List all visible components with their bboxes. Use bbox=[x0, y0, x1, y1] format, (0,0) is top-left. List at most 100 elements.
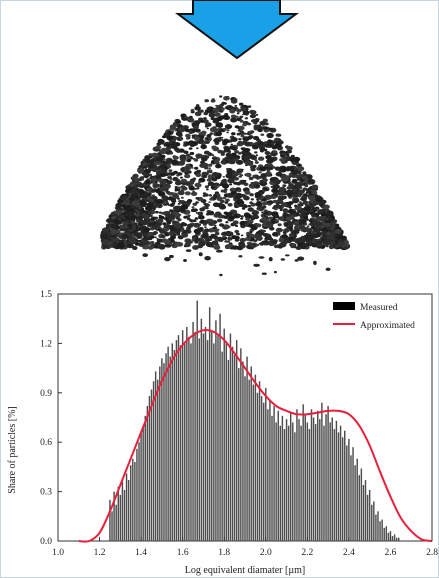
histogram-bar bbox=[398, 537, 400, 541]
histogram-bar bbox=[337, 432, 340, 541]
granule bbox=[288, 229, 291, 231]
granule bbox=[286, 150, 291, 154]
granule bbox=[245, 217, 251, 221]
granule bbox=[138, 183, 145, 188]
histogram-bar bbox=[213, 343, 215, 541]
granule bbox=[243, 195, 250, 201]
granule bbox=[326, 210, 334, 216]
granule bbox=[264, 194, 273, 200]
granule bbox=[195, 129, 199, 132]
granule bbox=[253, 243, 256, 246]
histogram-bar bbox=[352, 447, 354, 541]
x-tick-label: 2.0 bbox=[260, 548, 272, 558]
granule bbox=[239, 102, 244, 106]
granule bbox=[345, 245, 349, 249]
granule bbox=[251, 144, 259, 150]
granule bbox=[226, 167, 229, 170]
histogram-bar bbox=[204, 326, 207, 541]
granule bbox=[186, 223, 194, 228]
histogram-bar bbox=[393, 534, 396, 541]
histogram-bar bbox=[323, 425, 325, 541]
granule bbox=[165, 185, 170, 189]
granule bbox=[306, 234, 315, 241]
granule bbox=[240, 234, 244, 237]
stray-granule bbox=[185, 249, 192, 253]
granule bbox=[135, 207, 139, 210]
granule bbox=[166, 221, 172, 225]
granule bbox=[129, 227, 133, 229]
stray-granule bbox=[259, 242, 264, 246]
x-tick-label: 2.4 bbox=[343, 548, 355, 558]
granule bbox=[208, 112, 216, 118]
granule bbox=[176, 186, 181, 189]
histogram-bar bbox=[221, 351, 223, 541]
histogram-bar bbox=[179, 345, 182, 541]
histogram-bar bbox=[279, 425, 282, 541]
granule bbox=[338, 241, 345, 247]
granule bbox=[179, 201, 182, 203]
histogram-bar bbox=[381, 519, 383, 541]
granule bbox=[208, 221, 215, 227]
granule bbox=[139, 200, 146, 205]
histogram-bar bbox=[379, 521, 381, 541]
granule bbox=[263, 242, 267, 246]
granule bbox=[315, 198, 321, 202]
granule bbox=[129, 183, 135, 187]
granule bbox=[167, 204, 171, 207]
granule bbox=[236, 232, 240, 236]
granule bbox=[227, 225, 231, 228]
granule bbox=[242, 204, 248, 209]
granule bbox=[193, 222, 201, 228]
histogram-bar bbox=[346, 445, 348, 541]
granule bbox=[223, 96, 230, 101]
granule bbox=[175, 230, 181, 235]
x-tick-label: 1.2 bbox=[94, 548, 106, 558]
granule bbox=[249, 114, 256, 119]
granule bbox=[121, 214, 125, 217]
granule bbox=[261, 215, 264, 218]
granule bbox=[222, 232, 228, 236]
granule bbox=[167, 213, 176, 220]
granule bbox=[208, 228, 215, 233]
stray-granule bbox=[325, 267, 331, 271]
granule bbox=[208, 238, 213, 241]
granule bbox=[250, 142, 254, 146]
granule bbox=[194, 187, 198, 190]
granule bbox=[322, 230, 326, 234]
granule bbox=[196, 187, 200, 190]
granule bbox=[157, 228, 161, 231]
granule bbox=[155, 145, 162, 150]
x-tick-label: 2.6 bbox=[385, 548, 397, 558]
histogram-bar bbox=[250, 366, 252, 541]
granule bbox=[173, 194, 180, 199]
stray-granule bbox=[169, 254, 174, 259]
granule bbox=[165, 143, 171, 148]
histogram-bar bbox=[333, 429, 336, 541]
histogram-bar bbox=[188, 336, 190, 541]
granule bbox=[274, 221, 278, 224]
granule bbox=[194, 136, 201, 141]
granule bbox=[121, 233, 129, 239]
granule bbox=[311, 238, 318, 243]
granule bbox=[222, 127, 227, 131]
granule bbox=[231, 210, 238, 214]
granule bbox=[285, 145, 289, 147]
granule bbox=[102, 239, 110, 245]
granule bbox=[232, 171, 239, 176]
granule bbox=[257, 156, 265, 161]
granule bbox=[121, 219, 125, 223]
granule bbox=[177, 218, 182, 222]
granule bbox=[334, 223, 340, 227]
granule bbox=[288, 183, 294, 187]
granule bbox=[201, 156, 208, 162]
granule bbox=[294, 221, 300, 225]
stray-granule bbox=[285, 254, 290, 257]
granule bbox=[296, 232, 299, 235]
granule bbox=[139, 244, 143, 247]
histogram-bar bbox=[310, 409, 313, 541]
granule bbox=[292, 156, 301, 162]
granule bbox=[236, 112, 240, 115]
granule bbox=[252, 209, 257, 213]
granule bbox=[277, 133, 282, 137]
granule bbox=[198, 215, 205, 220]
